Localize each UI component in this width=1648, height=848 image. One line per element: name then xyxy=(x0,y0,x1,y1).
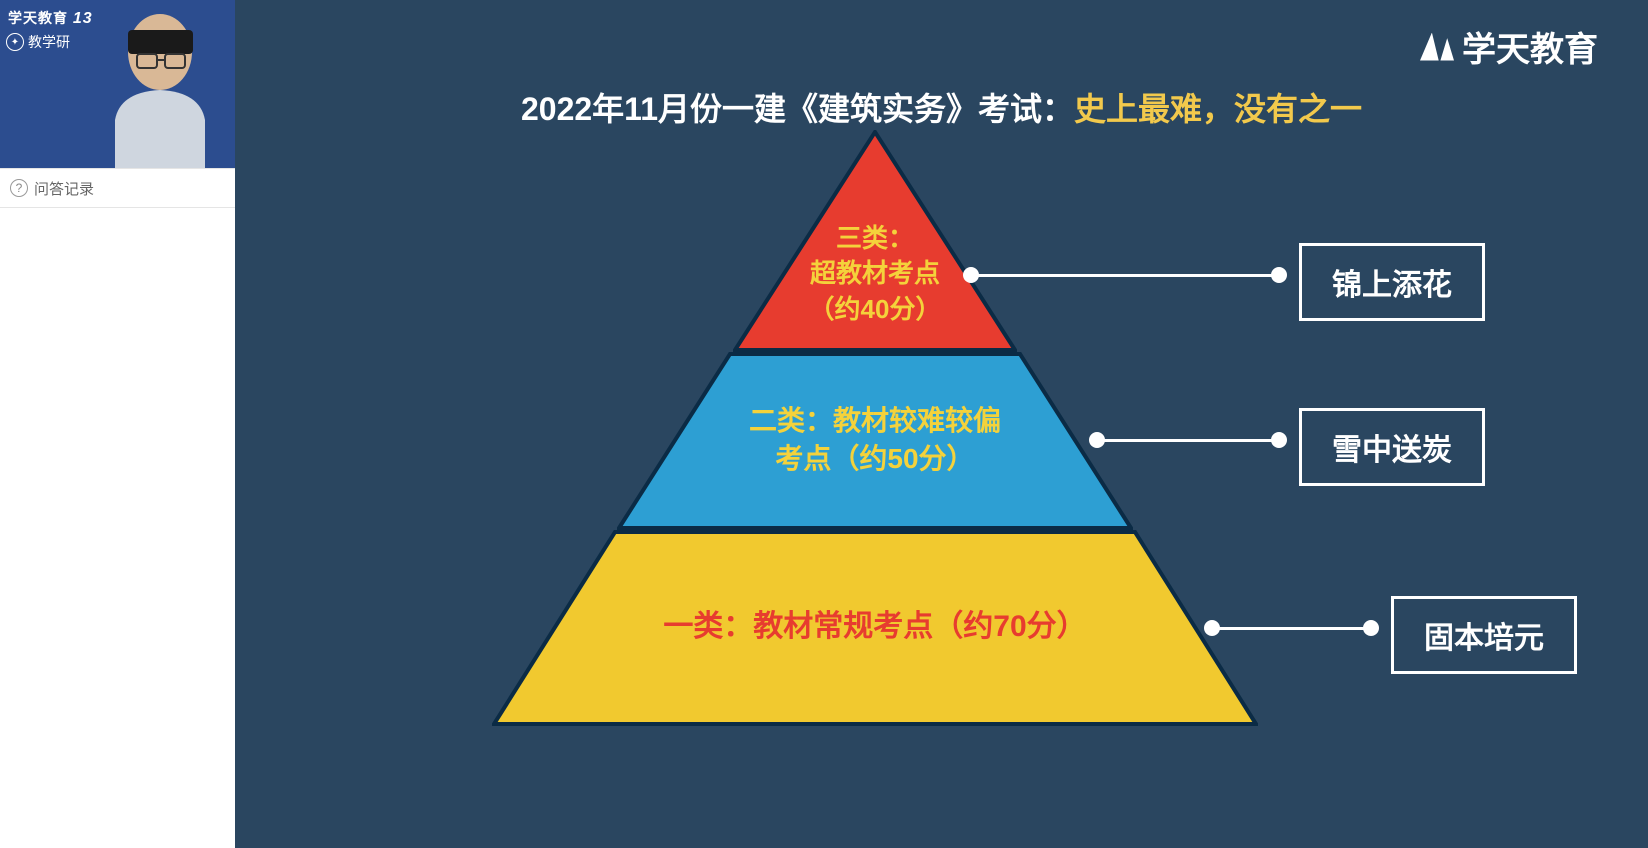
presenter-video: 学天教育 13 ✦ 教学研 xyxy=(0,0,235,168)
brand: 学天教育 xyxy=(1420,22,1598,71)
dot-bot-end xyxy=(1363,620,1379,636)
thumb-logo-text: 学天教育 xyxy=(8,10,68,26)
sidebar: 学天教育 13 ✦ 教学研 ? 问答记录 xyxy=(0,0,235,848)
qa-label: 问答记录 xyxy=(34,178,94,199)
callout-mid: 雪中送炭 xyxy=(1299,408,1485,486)
callout-top: 锦上添花 xyxy=(1299,243,1485,321)
brand-text: 学天教育 xyxy=(1462,22,1598,71)
callout-bot-text: 固本培元 xyxy=(1424,622,1544,655)
tier-top-outline xyxy=(733,130,1017,352)
callout-bot: 固本培元 xyxy=(1391,596,1577,674)
thumb-sublogo-text: 教学研 xyxy=(28,32,70,52)
presenter-silhouette xyxy=(65,0,235,168)
brand-logo-icon xyxy=(1420,33,1454,61)
slide-title: 2022年11月份一建《建筑实务》考试：史上最难，没有之一 xyxy=(235,84,1648,130)
slide: 学天教育 2022年11月份一建《建筑实务》考试：史上最难，没有之一 三类： 超… xyxy=(235,0,1648,848)
badge-icon: ✦ xyxy=(6,33,24,51)
callout-mid-text: 雪中送炭 xyxy=(1332,434,1452,467)
pyramid: 三类： 超教材考点 （约40分） 二类：教材较难较偏 考点（约50分） 一类：教… xyxy=(495,130,1255,730)
title-prefix: 2022年11月份一建《建筑实务》考试： xyxy=(521,91,1074,127)
dot-top-end xyxy=(1271,267,1287,283)
thumb-sublogo: ✦ 教学研 xyxy=(6,32,70,52)
question-icon: ? xyxy=(10,179,28,197)
tier-bottom-outline xyxy=(492,530,1258,726)
connector-bot xyxy=(1212,627,1370,630)
connector-top xyxy=(971,274,1279,277)
callout-top-text: 锦上添花 xyxy=(1332,269,1452,302)
dot-mid-end xyxy=(1271,432,1287,448)
connector-mid xyxy=(1097,439,1279,442)
qa-record-tab[interactable]: ? 问答记录 xyxy=(0,168,235,208)
tier-middle-outline xyxy=(617,352,1133,530)
title-highlight: 史上最难，没有之一 xyxy=(1074,91,1362,127)
